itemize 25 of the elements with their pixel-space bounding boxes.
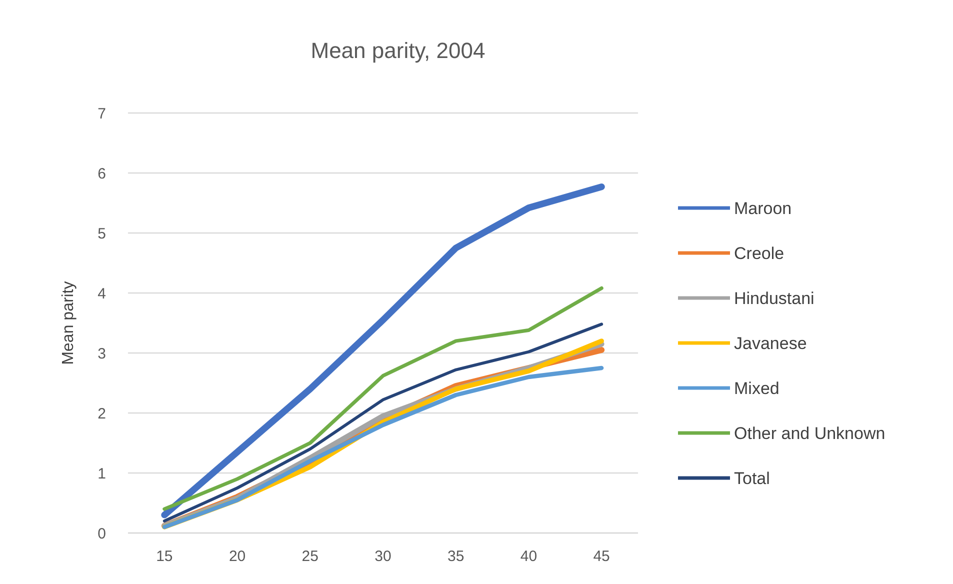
x-tick-label: 35	[448, 548, 464, 565]
legend-label: Maroon	[734, 198, 792, 218]
y-tick-label: 4	[98, 285, 106, 302]
legend-label: Mixed	[734, 378, 780, 398]
x-tick-label: 15	[156, 548, 173, 565]
y-tick-label: 7	[98, 105, 106, 122]
legend-label: Javanese	[734, 334, 807, 353]
chart-title: Mean parity, 2004	[310, 38, 486, 63]
y-tick-label: 3	[98, 345, 106, 362]
y-tick-label: 0	[98, 525, 106, 542]
legend-label: Total	[734, 468, 770, 488]
legend-label: Creole	[734, 244, 784, 263]
x-tick-label: 30	[374, 548, 392, 565]
legend-label: Other and Unknown	[734, 424, 886, 443]
y-tick-label: 1	[98, 465, 106, 482]
legend-label: Hindustani	[734, 288, 814, 308]
y-tick-label: 6	[98, 165, 106, 182]
x-tick-label: 25	[302, 548, 318, 565]
x-tick-label: 45	[593, 548, 610, 565]
x-tick-label: 20	[228, 548, 246, 565]
line-series	[162, 286, 604, 511]
y-tick-label: 2	[98, 405, 106, 422]
y-tick-label: 5	[98, 225, 106, 242]
y-axis-title: Mean parity	[60, 281, 77, 365]
x-tick-label: 40	[520, 548, 538, 565]
